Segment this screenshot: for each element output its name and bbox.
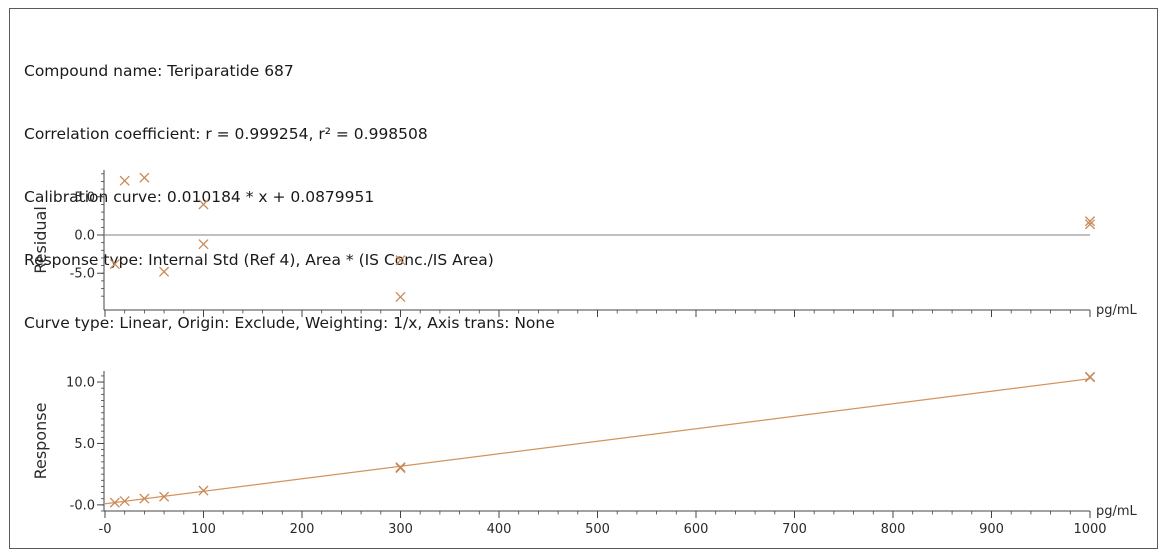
- x-tick-label: 600: [684, 522, 709, 537]
- data-point-marker: [198, 199, 209, 210]
- marker-stroke: [198, 199, 209, 210]
- marker-stroke: [395, 291, 406, 303]
- data-point-marker: [395, 255, 406, 266]
- x-tick-label: 300: [388, 522, 413, 537]
- data-point-marker: [1084, 219, 1096, 230]
- data-point-marker: [139, 172, 150, 183]
- data-point-marker: [119, 495, 130, 507]
- y-axis-title: Residual: [31, 206, 50, 274]
- marker-stroke: [159, 491, 170, 502]
- data-point-marker: [159, 491, 170, 502]
- chart-frame: [9, 8, 1158, 549]
- response-type-text: Response type: Internal Std (Ref 4), Are…: [24, 251, 494, 269]
- x-tick-label: 500: [585, 522, 610, 537]
- y-tick-label: 5.0: [74, 190, 95, 205]
- response-plot: 10.0 5.0 -0.0 Response pg/mL -0 100 200 300 400 50…: [31, 371, 1138, 537]
- residual-plot: 5.0 0.0 -5.0 Residual pg/mL: [31, 170, 1138, 318]
- x-tick-label: 200: [290, 522, 315, 537]
- x-tick-label: 1000: [1073, 522, 1106, 537]
- marker-stroke: [109, 497, 120, 508]
- compound-name-text: Compound name: Teriparatide 687: [24, 62, 294, 80]
- data-point-marker: [159, 266, 170, 277]
- marker-stroke: [198, 485, 209, 496]
- calibration-curve-text: Calibration curve: 0.010184 * x + 0.0879…: [24, 188, 375, 206]
- y-tick-label: 0.0: [74, 229, 95, 244]
- marker-stroke: [109, 258, 120, 270]
- y-tick-label: 10.0: [66, 376, 95, 391]
- marker-stroke: [139, 172, 150, 183]
- marker-stroke: [1084, 372, 1096, 383]
- marker-stroke: [139, 493, 150, 504]
- x-tick-label: 800: [881, 522, 906, 537]
- x-tick-label: 700: [782, 522, 807, 537]
- calibration-fit-line: [104, 378, 1091, 505]
- data-point-marker: [395, 462, 406, 473]
- data-point-marker: [109, 258, 120, 270]
- marker-stroke: [1084, 216, 1096, 227]
- data-point-marker: [139, 493, 150, 504]
- calibration-info: Compound name: Teriparatide 687 Correlat…: [24, 19, 555, 355]
- x-tick-label: 400: [487, 522, 512, 537]
- data-point-marker: [109, 497, 120, 508]
- marker-stroke: [198, 239, 209, 250]
- marker-stroke: [395, 255, 406, 266]
- marker-stroke: [1084, 219, 1096, 230]
- y-tick-label: 5.0: [74, 437, 95, 452]
- x-tick-label: 100: [191, 522, 216, 537]
- curve-type-text: Curve type: Linear, Origin: Exclude, Wei…: [24, 314, 555, 332]
- data-point-marker: [119, 175, 130, 186]
- data-point-marker: [1084, 372, 1096, 383]
- marker-stroke: [119, 175, 130, 186]
- y-axis-title: Response: [31, 403, 50, 480]
- data-point-marker: [1084, 216, 1096, 227]
- y-tick-label: -0.0: [70, 498, 95, 513]
- data-point-marker: [395, 291, 406, 303]
- marker-stroke: [395, 462, 406, 473]
- correlation-text: Correlation coefficient: r = 0.999254, r…: [24, 125, 428, 143]
- y-tick-label: -5.0: [70, 267, 95, 282]
- x-tick-label: -0: [99, 522, 112, 537]
- x-unit-label: pg/mL: [1096, 504, 1138, 519]
- data-point-marker: [198, 239, 209, 250]
- data-point-marker: [198, 485, 209, 496]
- marker-stroke: [119, 495, 130, 507]
- marker-stroke: [159, 266, 170, 277]
- x-tick-label: 900: [979, 522, 1004, 537]
- x-unit-label: pg/mL: [1096, 303, 1138, 318]
